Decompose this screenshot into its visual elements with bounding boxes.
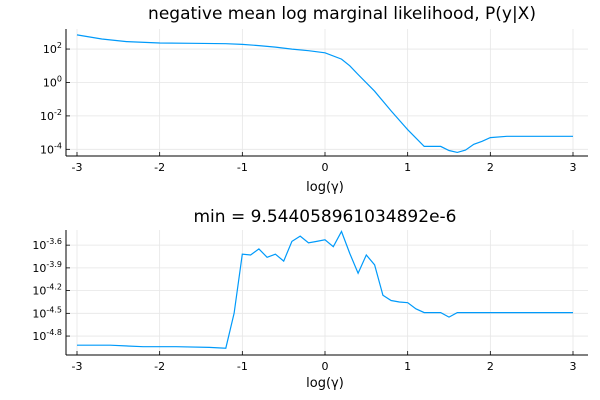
chart-bottom-x-tick-label: 0 [322,360,329,373]
chart-bottom-title: min = 9.544058961034892e-6 [194,207,457,227]
chart-bottom-x-ticks: -3 -2 -1 0 1 2 3 [72,351,577,373]
chart-top-x-tick-label: 2 [487,161,494,174]
chart-bottom-y-tick-label: 10-3.9 [32,260,62,275]
chart-top-x-tick-label: -2 [154,161,165,174]
chart-top-grid [66,29,588,156]
chart-bottom-y-tick-label: 10-4.5 [32,305,62,320]
tick-exponent: -4 [54,141,62,150]
chart-bottom-xlabel: log(γ) [306,376,344,391]
chart-top-title: negative mean log marginal likelihood, P… [148,4,536,24]
chart-top-x-tick-label: -3 [72,161,83,174]
chart-top-y-tick-label: 10-4 [40,141,62,156]
tick-exponent: -4.5 [46,305,62,314]
chart-bottom-y-tick-label: 10-4.8 [32,328,62,343]
tick-exponent: 0 [57,74,62,83]
tick-base: 10 [40,110,54,123]
chart-top-x-tick-label: 3 [570,161,577,174]
tick-exponent: -3.9 [46,260,62,269]
chart-top-x-tick-label: -1 [237,161,248,174]
chart-bottom-x-tick-label: -3 [72,360,83,373]
tick-base: 10 [32,307,46,320]
chart-bottom-x-tick-label: -2 [154,360,165,373]
chart-bottom: min = 9.544058961034892e-6 -3 -2 -1 0 1 2 3 10… [32,207,588,391]
tick-base: 10 [43,43,57,56]
tick-base: 10 [40,143,54,156]
chart-top-y-tick-label: 102 [43,41,62,56]
chart-top-y-tick-label: 100 [43,74,62,89]
chart-bottom-series-line [77,230,573,349]
tick-exponent: -4.8 [46,328,62,337]
tick-exponent: -4.2 [46,283,62,292]
chart-bottom-x-tick-label: -1 [237,360,248,373]
tick-base: 10 [32,330,46,343]
chart-top-x-tick-label: 0 [322,161,329,174]
chart-bottom-y-tick-label: 10-3.6 [32,237,62,252]
chart-bottom-x-tick-label: 3 [570,360,577,373]
chart-top-x-tick-label: 1 [404,161,411,174]
chart-top-xlabel: log(γ) [306,180,344,195]
tick-exponent: -2 [54,108,62,117]
chart-bottom-grid [66,230,588,355]
tick-base: 10 [32,262,46,275]
chart-bottom-y-tick-label: 10-4.2 [32,283,62,298]
tick-base: 10 [43,76,57,89]
chart-top-x-ticks: -3 -2 -1 0 1 2 3 [72,152,577,174]
chart-bottom-x-tick-label: 2 [487,360,494,373]
tick-base: 10 [32,239,46,252]
chart-top-series-line [76,34,573,154]
chart-bottom-x-tick-label: 1 [404,360,411,373]
tick-base: 10 [32,285,46,298]
tick-exponent: 2 [57,41,62,50]
chart-bottom-y-ticks: 10-3.610-3.910-4.210-4.510-4.8 [32,237,70,343]
chart-top: negative mean log marginal likelihood, P… [40,4,588,195]
chart-top-y-tick-label: 10-2 [40,108,62,123]
tick-exponent: -3.6 [46,237,62,246]
